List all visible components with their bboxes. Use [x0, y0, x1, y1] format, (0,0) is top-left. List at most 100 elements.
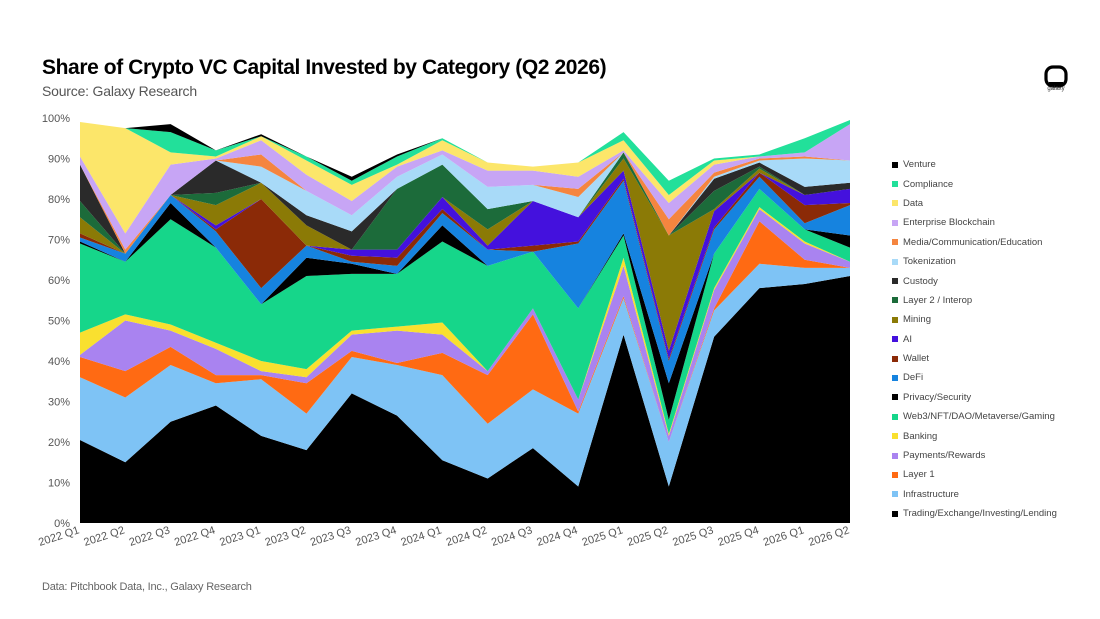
x-tick-label: 2026 Q2	[807, 524, 851, 548]
legend-label: Enterprise Blockchain	[903, 217, 995, 229]
logo-text: galaxy	[1047, 86, 1065, 92]
x-tick-label: 2024 Q1	[399, 524, 443, 548]
legend-swatch	[892, 181, 898, 188]
legend-item: Payments/Rewards	[892, 446, 1092, 465]
chart-title: Share of Crypto VC Capital Invested by C…	[42, 56, 607, 79]
legend-swatch	[892, 452, 898, 459]
area-series-16	[80, 122, 850, 234]
x-axis-ticks: 2022 Q1 2022 Q2 2022 Q3 2022 Q4 2023 Q1 2023 …	[37, 524, 851, 548]
legend-swatch	[892, 355, 898, 362]
x-tick-label: 2026 Q1	[762, 524, 806, 548]
legend-item: Infrastructure	[892, 485, 1092, 504]
area-series-10	[80, 158, 850, 351]
y-tick-label: 90%	[48, 154, 70, 166]
legend-swatch	[892, 510, 898, 517]
y-tick-label: 100%	[42, 113, 70, 125]
chart-plot-area	[80, 120, 850, 523]
x-tick-label: 2024 Q2	[445, 524, 489, 548]
area-series-18	[80, 120, 850, 181]
y-tick-label: 0%	[54, 518, 70, 530]
legend-label: Venture	[903, 159, 936, 171]
legend-swatch	[892, 219, 898, 226]
legend-label: Banking	[903, 430, 938, 442]
legend-label: Payments/Rewards	[903, 450, 986, 462]
y-tick-label: 10%	[48, 478, 70, 490]
x-tick-label: 2023 Q1	[218, 524, 262, 548]
legend-label: Tokenization	[903, 256, 956, 268]
legend-swatch	[892, 258, 898, 265]
legend-swatch	[892, 471, 898, 478]
legend-item: Compliance	[892, 174, 1092, 193]
legend-swatch	[892, 374, 898, 381]
legend-label: Trading/Exchange/Investing/Lending	[903, 508, 1057, 520]
legend-label: AI	[903, 333, 912, 345]
legend-item: DeFi	[892, 368, 1092, 387]
legend-label: Layer 1	[903, 469, 935, 481]
area-series-13	[80, 152, 850, 254]
area-series-1	[80, 263, 850, 487]
legend-item: Trading/Exchange/Investing/Lending	[892, 504, 1092, 523]
x-tick-label: 2022 Q2	[82, 524, 126, 548]
legend-item: Privacy/Security	[892, 388, 1092, 407]
area-series-5	[80, 188, 850, 434]
legend-swatch	[892, 316, 898, 323]
source-note: Data: Pitchbook Data, Inc., Galaxy Resea…	[42, 581, 252, 593]
y-tick-label: 40%	[48, 356, 70, 368]
legend-swatch	[892, 394, 898, 401]
legend-label: Data	[903, 197, 924, 209]
legend-label: Privacy/Security	[903, 391, 972, 403]
area-series-3	[80, 209, 850, 442]
legend-swatch	[892, 433, 898, 440]
legend-label: Web3/NFT/DAO/Metaverse/Gaming	[903, 411, 1055, 423]
y-tick-label: 80%	[48, 194, 70, 206]
legend-label: Media/Communication/Education	[903, 236, 1043, 248]
area-series-8	[80, 172, 850, 361]
legend-item: Enterprise Blockchain	[892, 213, 1092, 232]
x-tick-label: 2024 Q3	[490, 524, 534, 548]
legend-item: Wallet	[892, 349, 1092, 368]
legend-swatch	[892, 491, 898, 498]
chart-subtitle: Source: Galaxy Research	[42, 83, 197, 99]
x-tick-label: 2023 Q4	[354, 524, 398, 548]
legend-swatch	[892, 297, 898, 304]
area-series-11	[80, 152, 850, 254]
area-series-0	[80, 275, 850, 523]
x-tick-label: 2022 Q4	[173, 524, 217, 548]
legend-item: Web3/NFT/DAO/Metaverse/Gaming	[892, 407, 1092, 426]
legend-label: Mining	[903, 314, 931, 326]
legend-swatch	[892, 278, 898, 285]
y-axis-ticks: 0% 10% 20% 30% 40% 50% 60% 70% 80% 90% 100%	[42, 113, 70, 530]
area-series-7	[80, 176, 850, 384]
legend-swatch	[892, 239, 898, 246]
legend-item: Tokenization	[892, 252, 1092, 271]
y-tick-label: 30%	[48, 397, 70, 409]
area-series-15	[80, 124, 850, 250]
x-tick-label: 2023 Q3	[309, 524, 353, 548]
legend-item: Banking	[892, 426, 1092, 445]
y-tick-label: 60%	[48, 275, 70, 287]
legend-item: Data	[892, 194, 1092, 213]
legend-item: Mining	[892, 310, 1092, 329]
legend-item: Media/Communication/Education	[892, 233, 1092, 252]
y-tick-label: 70%	[48, 235, 70, 247]
x-tick-label: 2023 Q2	[264, 524, 308, 548]
legend-label: Compliance	[903, 178, 954, 190]
legend-item: Layer 2 / Interop	[892, 291, 1092, 310]
area-series-2	[80, 221, 850, 442]
legend-label: Layer 2 / Interop	[903, 294, 973, 306]
legend-label: Wallet	[903, 353, 930, 365]
legend-item: AI	[892, 330, 1092, 349]
legend-item: Venture	[892, 155, 1092, 174]
legend-item: Custody	[892, 271, 1092, 290]
legend-label: DeFi	[903, 372, 924, 384]
legend-label: Infrastructure	[903, 488, 959, 500]
x-tick-label: 2025 Q3	[671, 524, 715, 548]
chart-legend: Venture Compliance Data Enterprise Blockcha…	[892, 155, 1092, 523]
legend-swatch	[892, 413, 898, 420]
legend-swatch	[892, 161, 898, 168]
y-tick-label: 50%	[48, 316, 70, 328]
legend-swatch	[892, 200, 898, 207]
x-tick-label: 2022 Q3	[128, 524, 172, 548]
legend-label: Custody	[903, 275, 938, 287]
